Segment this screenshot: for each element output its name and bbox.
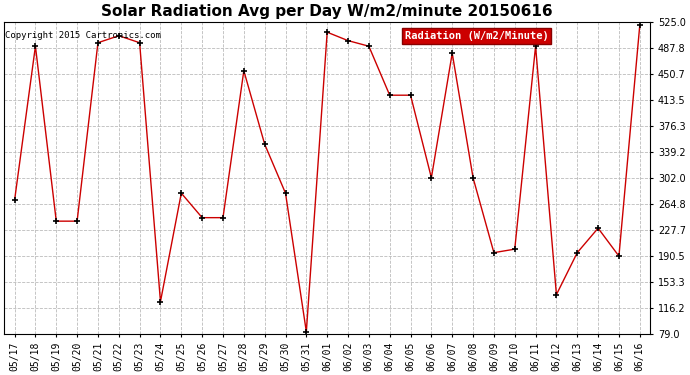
Text: Radiation (W/m2/Minute): Radiation (W/m2/Minute) bbox=[405, 31, 549, 41]
Text: Copyright 2015 Cartronics.com: Copyright 2015 Cartronics.com bbox=[6, 31, 161, 40]
Title: Solar Radiation Avg per Day W/m2/minute 20150616: Solar Radiation Avg per Day W/m2/minute … bbox=[101, 4, 553, 19]
